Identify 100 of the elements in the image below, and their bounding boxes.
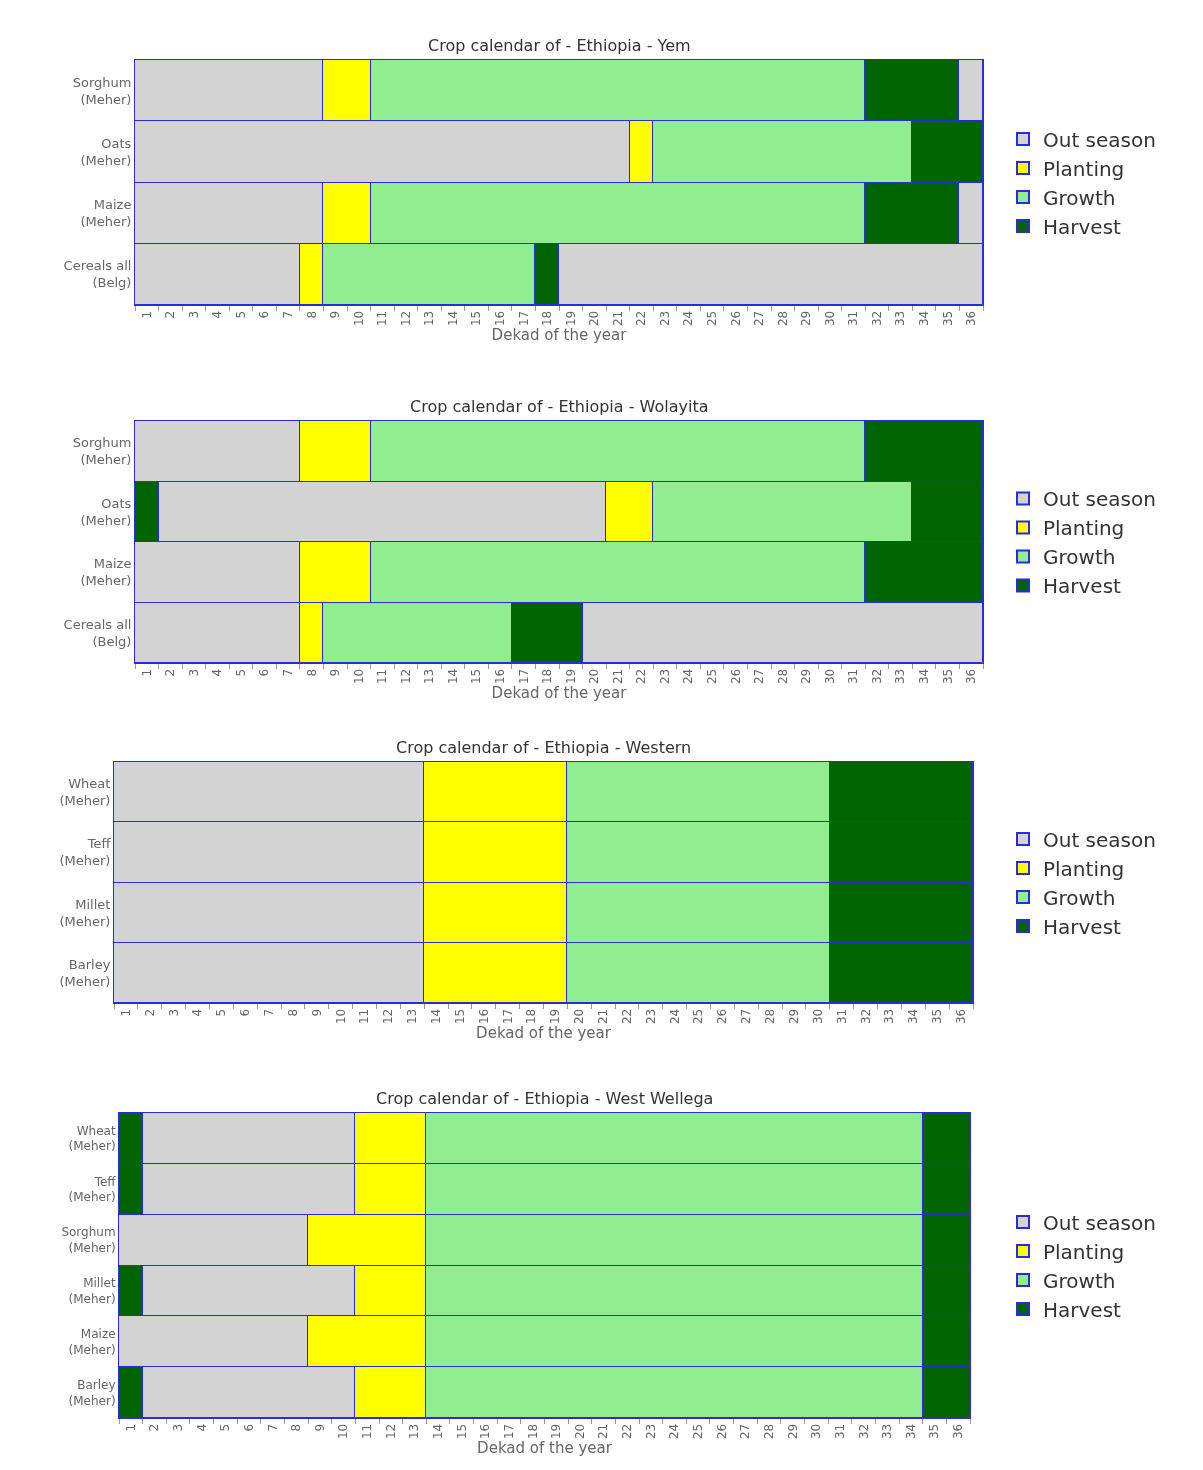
- x-tick-label: 4: [210, 668, 225, 677]
- x-tick-label: 25: [691, 1008, 706, 1025]
- x-tick-label: 14: [429, 1008, 444, 1025]
- x-tick-label: 2: [142, 1008, 157, 1017]
- x-tick-label: 31: [832, 1423, 847, 1440]
- y-tick-label: Teff (Meher): [59, 836, 112, 869]
- y-tick-label: Oats (Meher): [80, 495, 132, 528]
- x-tick-label: 33: [882, 1008, 897, 1025]
- legend-label: Planting: [1043, 156, 1125, 181]
- chart-title: Crop calendar of - Ethiopia - Western: [396, 738, 692, 757]
- x-tick-label: 9: [328, 310, 343, 319]
- x-tick-label: 24: [667, 1008, 682, 1025]
- x-tick-label: 36: [964, 668, 979, 685]
- x-tick-label: 14: [445, 310, 460, 327]
- y-tick-label: Wheat (Meher): [59, 776, 111, 809]
- x-tick-label: 17: [500, 1008, 515, 1025]
- x-tick-label: 19: [563, 668, 578, 685]
- x-tick-label: 26: [714, 1423, 729, 1440]
- x-tick-label: 1: [118, 1008, 133, 1017]
- legend-label: Growth: [1043, 185, 1116, 210]
- y-tick-label: Maize (Meher): [80, 197, 132, 230]
- legend-label: Out season: [1043, 127, 1156, 152]
- x-tick-label: 7: [265, 1423, 280, 1432]
- x-tick-label: 29: [799, 668, 814, 685]
- x-tick-label: 36: [951, 1423, 966, 1440]
- x-tick-label: 35: [927, 1423, 942, 1440]
- x-axis-title: Dekad of the year: [476, 1024, 612, 1043]
- x-tick-label: 28: [763, 1008, 778, 1025]
- y-tick-label: Millet (Meher): [68, 1276, 116, 1306]
- x-axis-title: Dekad of the year: [491, 684, 628, 703]
- x-tick-label: 27: [738, 1423, 753, 1440]
- x-tick-label: 4: [210, 310, 225, 319]
- x-tick-label: 29: [785, 1423, 800, 1440]
- legend-label: Harvest: [1043, 914, 1122, 939]
- x-tick-label: 28: [761, 1423, 776, 1440]
- x-tick-label: 29: [786, 1008, 801, 1025]
- legend-label: Harvest: [1043, 1297, 1122, 1322]
- x-tick-label: 5: [218, 1423, 233, 1432]
- x-tick-label: 9: [309, 1008, 324, 1017]
- x-tick-label: 36: [964, 310, 979, 327]
- x-axis-title: Dekad of the year: [477, 1439, 613, 1458]
- x-tick-label: 10: [351, 668, 366, 685]
- y-tick-label: Cereals all (Belg): [63, 258, 132, 291]
- x-tick-label: 10: [333, 1008, 348, 1025]
- legend-label: Out season: [1043, 827, 1156, 852]
- chart-title: Crop calendar of - Ethiopia - Yem: [428, 36, 691, 55]
- y-tick-label: Wheat (Meher): [68, 1123, 116, 1154]
- x-tick-label: 6: [241, 1423, 256, 1432]
- x-tick-label: 27: [739, 1008, 754, 1025]
- x-tick-label: 34: [917, 668, 932, 685]
- legend-label: Planting: [1043, 516, 1125, 541]
- x-tick-label: 6: [257, 310, 272, 319]
- x-tick-label: 20: [587, 668, 602, 685]
- x-tick-label: 27: [752, 668, 767, 685]
- x-tick-label: 7: [281, 668, 296, 677]
- x-tick-label: 9: [328, 668, 343, 677]
- chart-title: Crop calendar of - Ethiopia - Wolayita: [410, 397, 709, 416]
- x-tick-label: 13: [405, 1008, 420, 1025]
- x-tick-label: 26: [728, 668, 743, 685]
- x-tick-label: 8: [285, 1008, 300, 1017]
- x-tick-label: 20: [572, 1423, 587, 1440]
- x-tick-label: 27: [752, 310, 767, 327]
- x-tick-label: 22: [634, 310, 649, 327]
- legend-label: Out season: [1043, 487, 1156, 512]
- x-tick-label: 32: [869, 668, 884, 685]
- x-tick-label: 31: [834, 1008, 849, 1025]
- x-tick-label: 1: [123, 1423, 138, 1432]
- x-tick-label: 23: [657, 668, 672, 685]
- x-tick-label: 28: [775, 668, 790, 685]
- x-axis-title: Dekad of the year: [491, 326, 628, 345]
- x-tick-label: 3: [166, 1008, 181, 1017]
- x-tick-label: 1: [139, 668, 154, 677]
- y-tick-label: Maize (Meher): [80, 556, 132, 589]
- x-tick-label: 17: [516, 668, 531, 685]
- x-tick-label: 29: [799, 310, 814, 327]
- x-tick-label: 34: [917, 310, 932, 327]
- x-tick-label: 35: [940, 668, 955, 685]
- x-tick-label: 35: [940, 310, 955, 327]
- y-tick-label: Maize (Meher): [68, 1327, 116, 1357]
- x-tick-label: 24: [681, 668, 696, 685]
- x-tick-label: 20: [587, 310, 602, 327]
- legend-label: Growth: [1043, 1268, 1116, 1293]
- x-tick-label: 8: [304, 310, 319, 319]
- x-tick-label: 16: [476, 1008, 491, 1025]
- x-tick-label: 34: [906, 1008, 921, 1025]
- x-tick-label: 30: [810, 1008, 825, 1025]
- x-tick-label: 32: [856, 1423, 871, 1440]
- x-tick-label: 33: [880, 1423, 895, 1440]
- x-tick-label: 18: [524, 1008, 539, 1025]
- y-tick-label: Barley (Meher): [68, 1377, 116, 1408]
- x-tick-label: 14: [431, 1423, 446, 1440]
- x-tick-label: 32: [869, 310, 884, 327]
- y-tick-label: Millet (Meher): [59, 896, 111, 929]
- x-tick-label: 33: [893, 310, 908, 327]
- x-tick-label: 25: [691, 1423, 706, 1440]
- x-tick-label: 15: [469, 668, 484, 685]
- x-tick-label: 2: [147, 1423, 162, 1432]
- x-tick-label: 21: [610, 310, 625, 327]
- x-tick-label: 36: [953, 1008, 968, 1025]
- legend-label: Out season: [1043, 1210, 1156, 1235]
